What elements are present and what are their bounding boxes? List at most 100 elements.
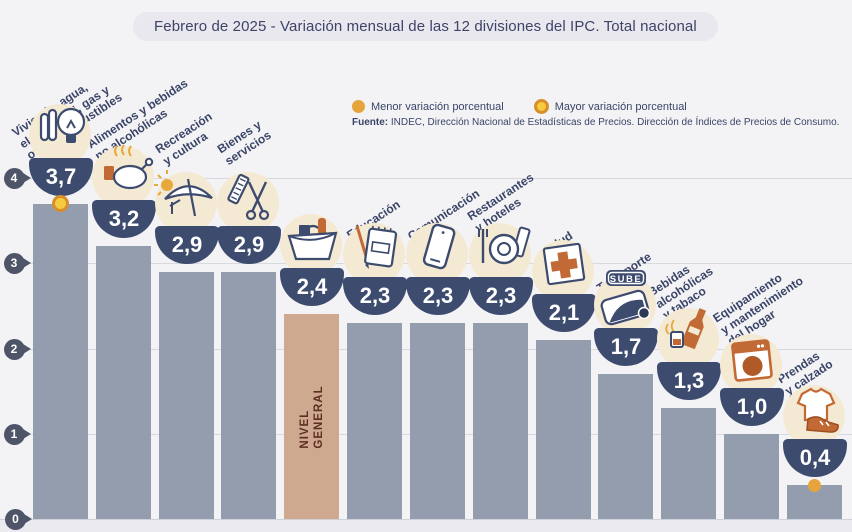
value-label: 2,3 <box>485 283 517 308</box>
value-bowl: 2,3 <box>343 277 407 315</box>
category-icon-group: 1,0 <box>714 332 790 426</box>
menor-variation-marker-icon <box>808 479 821 492</box>
value-label: 2,3 <box>422 283 454 308</box>
category-icon-group: 0,4 <box>777 383 852 477</box>
mayor-variation-dot-icon <box>533 99 549 114</box>
y-axis-tick-label: 2 <box>3 338 25 360</box>
value-bowl: 2,3 <box>469 277 533 315</box>
value-bowl: 1,7 <box>594 328 658 366</box>
bar <box>221 272 276 519</box>
category-icon-group: 2,4 <box>274 212 350 306</box>
bar <box>536 340 591 519</box>
category-icon-group: 1,3 <box>651 306 727 400</box>
category-icon-group: 3,7 <box>23 102 99 196</box>
category-icon-group: 2,1 <box>526 238 602 332</box>
bar <box>159 272 214 519</box>
category-icon-group: 2,9 <box>149 170 225 264</box>
gridline-4 <box>24 178 852 179</box>
legend-menor-label: Menor variación porcentual <box>371 100 504 113</box>
bar <box>96 246 151 519</box>
legend-item-menor: Menor variación porcentual <box>352 99 504 114</box>
value-label: 1,0 <box>736 394 768 419</box>
y-axis-tick-4: 4 <box>3 167 31 189</box>
y-axis-tick-label: 1 <box>3 423 25 445</box>
sube-card-icon: SUBE <box>600 270 651 326</box>
light-bulb-icon <box>39 107 86 143</box>
mayor-variation-marker-icon <box>52 195 69 212</box>
value-label: 2,1 <box>548 300 580 325</box>
y-axis-tick-label: 0 <box>5 508 26 530</box>
roast-chicken-icon <box>104 144 154 190</box>
y-axis-tick-pointer-icon <box>22 344 31 354</box>
source-label: Fuente: <box>352 117 389 128</box>
y-axis-tick-2: 2 <box>3 338 31 360</box>
shopping-basket-icon <box>287 218 338 261</box>
y-axis-tick-pointer-icon <box>24 514 32 524</box>
bar <box>473 323 528 519</box>
value-bowl: 2,3 <box>406 277 470 315</box>
category-icon-group: 2,3 <box>337 221 413 315</box>
legend-mayor-label: Mayor variación porcentual <box>554 100 687 113</box>
legend: Menor variación porcentual Mayor variaci… <box>352 99 687 114</box>
nivel-general-bar-label: NIVEL GENERAL <box>298 385 326 448</box>
x-axis-baseline <box>0 519 852 532</box>
value-bowl: 1,0 <box>720 388 784 426</box>
value-bowl: 2,4 <box>280 268 344 306</box>
chart-title: Febrero de 2025 - Variación mensual de l… <box>133 12 718 41</box>
value-label: 2,9 <box>171 232 203 257</box>
sube-card-text: SUBE <box>610 274 642 285</box>
y-axis-tick-label: 3 <box>3 252 25 274</box>
bar <box>598 374 653 519</box>
value-label: 1,3 <box>673 368 705 393</box>
y-axis-tick-3: 3 <box>3 252 31 274</box>
value-label: 2,9 <box>233 232 265 257</box>
medical-cross-icon <box>542 242 586 286</box>
tshirt-shoe-icon <box>796 387 839 433</box>
source-note: Fuente: INDEC, Dirección Nacional de Est… <box>352 117 839 128</box>
y-axis-tick-pointer-icon <box>22 258 31 268</box>
value-label: 2,4 <box>296 274 328 299</box>
bar <box>661 408 716 519</box>
value-label: 2,3 <box>359 283 391 308</box>
category-icon-group: SUBE 1,7 <box>588 270 664 366</box>
y-axis-tick-0: 0 <box>5 508 32 530</box>
value-bowl: 0,4 <box>783 439 847 477</box>
value-bowl: 2,9 <box>217 226 281 264</box>
value-label: 0,4 <box>799 445 831 470</box>
value-label: 3,7 <box>45 164 77 189</box>
category-icon-group: 2,9 <box>211 170 287 264</box>
category-icon-group: 3,2 <box>86 144 162 238</box>
legend-item-mayor: Mayor variación porcentual <box>533 99 687 114</box>
value-bowl: 2,9 <box>155 226 219 264</box>
y-axis-tick-pointer-icon <box>22 429 31 439</box>
category-label: Bienes y servicios <box>215 117 274 168</box>
washing-machine-icon <box>731 339 773 382</box>
bar <box>33 204 88 519</box>
nivel-general-label-line: NIVEL <box>298 409 311 449</box>
value-bowl: 3,7 <box>29 158 93 196</box>
value-bowl: 2,1 <box>532 294 596 332</box>
category-icon-group: 2,3 <box>463 221 539 315</box>
bar <box>347 323 402 519</box>
source-text: INDEC, Dirección Nacional de Estadística… <box>388 117 840 128</box>
y-axis-tick-1: 1 <box>3 423 31 445</box>
value-bowl: 3,2 <box>92 200 156 238</box>
y-axis-tick-pointer-icon <box>22 173 31 183</box>
value-label: 3,2 <box>108 206 140 231</box>
bottle-glass-icon <box>665 308 707 350</box>
bar <box>410 323 465 519</box>
value-label: 1,7 <box>610 334 642 359</box>
bar-nivel-general: NIVEL GENERAL <box>284 314 339 519</box>
bar <box>724 434 779 519</box>
beach-umbrella-icon <box>154 170 213 217</box>
plate-fork-icon <box>478 226 531 265</box>
notebook-pencil-icon <box>355 225 398 269</box>
scissors-comb-icon <box>227 173 270 221</box>
smartphone-icon <box>422 223 456 270</box>
value-bowl: 1,3 <box>657 362 721 400</box>
y-axis-tick-label: 4 <box>3 167 25 189</box>
menor-variation-dot-icon <box>352 100 365 113</box>
category-icon-group: 2,3 <box>400 221 476 315</box>
nivel-general-label-line: GENERAL <box>312 384 325 449</box>
